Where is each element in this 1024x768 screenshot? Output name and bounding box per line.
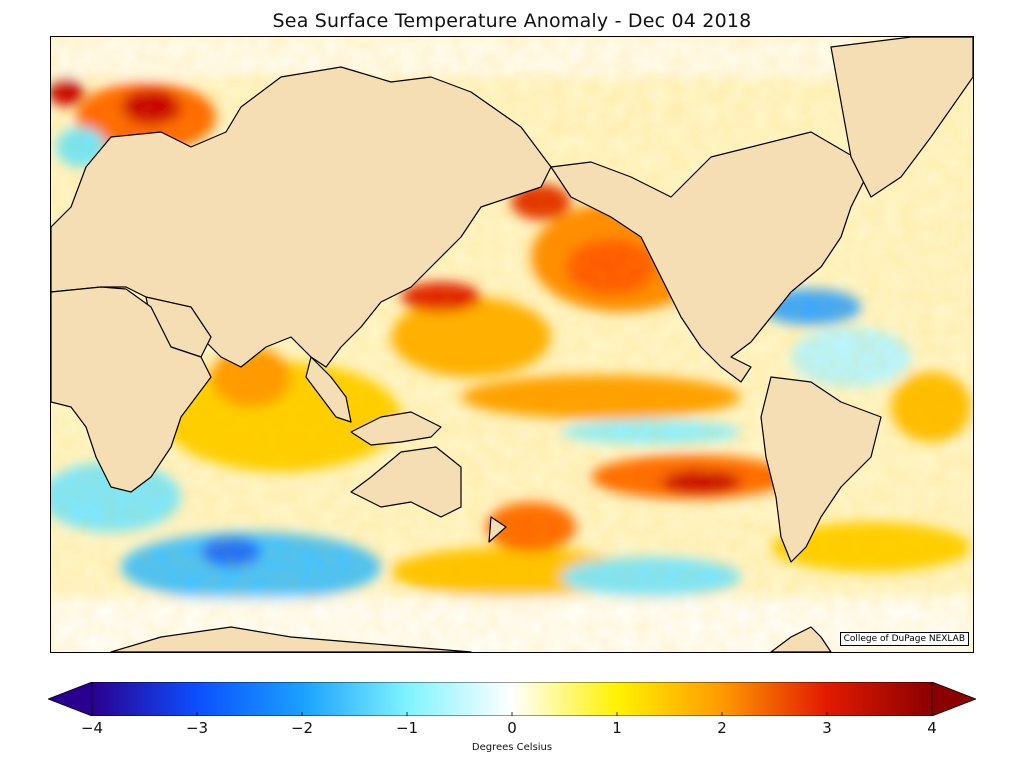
colorbar-tick-label: 1: [612, 719, 622, 737]
colorbar-tick-label: 3: [822, 719, 832, 737]
colorbar-tick-label: 2: [717, 719, 727, 737]
colorbar-extend-left: [48, 682, 93, 716]
map-canvas: [51, 37, 973, 652]
colorbar-tick-label: 0: [507, 719, 517, 737]
colorbar-tick-label: −2: [290, 719, 314, 737]
credit-label: College of DuPage NEXLAB: [839, 632, 969, 646]
colorbar-extend-right: [931, 682, 976, 716]
north-america-landmass: [550, 131, 872, 383]
colorbar-tick-label: −1: [395, 719, 419, 737]
sst-anomaly-map: College of DuPage NEXLAB: [50, 36, 974, 653]
map-title: Sea Surface Temperature Anomaly - Dec 04…: [272, 10, 752, 32]
greenland-landmass: [830, 37, 973, 198]
colorbar-unit-label: Degrees Celsius: [471, 742, 553, 753]
colorbar-ticks: [91, 712, 933, 716]
antarctic-peninsula: [770, 626, 832, 652]
antarctica-landmass: [110, 626, 472, 652]
colorbar-tick-label: 4: [927, 719, 937, 737]
australia-landmass: [350, 446, 462, 518]
indochina-landmass: [305, 356, 352, 423]
south-america-landmass: [760, 376, 882, 563]
colorbar-tick-label: −3: [185, 719, 209, 737]
colorbar: [48, 682, 976, 716]
colorbar-tick-label: −4: [80, 719, 104, 737]
landmasses: [51, 37, 973, 652]
africa-landmass: [51, 286, 212, 493]
maritime-continent: [350, 411, 442, 446]
new-zealand-landmass: [488, 516, 507, 543]
colorbar-body: [91, 682, 933, 716]
